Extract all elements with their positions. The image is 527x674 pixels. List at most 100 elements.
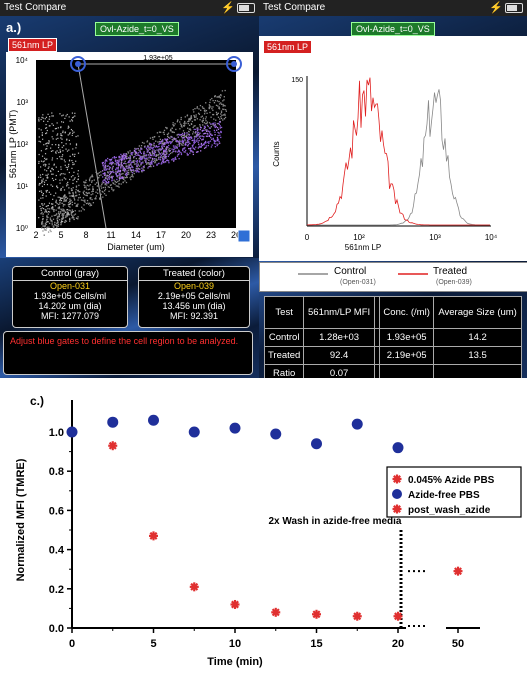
control-event-dot [198,108,200,110]
debris-event-dot [64,173,66,175]
control-event-dot [57,222,59,224]
treated-event-dot [145,155,148,157]
treated-event-dot [120,163,122,165]
control-event-dot [102,186,105,189]
control-event-dot [187,133,190,135]
treated-event-dot [193,147,195,150]
control-event-dot [95,195,97,197]
treated-event-dot [116,178,118,181]
control-event-dot [76,205,78,208]
control-event-dot [133,170,135,172]
control-event-dot [154,161,157,163]
control-event-dot [102,196,104,198]
control-event-dot [179,128,181,130]
treated-info-box: Treated (color) Open-039 2.19e+05 Cells/… [138,266,250,328]
treated-event-dot [150,143,152,145]
treated-event-dot [157,146,159,148]
debris-event-dot [50,193,52,195]
debris-event-dot [68,171,70,174]
treated-event-dot [151,157,154,160]
control-event-dot [178,141,180,143]
treated-event-dot [148,159,150,161]
right-channel-tag[interactable]: 561nm LP [263,40,313,54]
scatter-plot-background [36,60,236,228]
treated-event-dot [138,168,140,170]
treated-event-dot [150,145,152,147]
control-event-dot [180,125,182,127]
treated-event-dot [160,148,163,150]
treated-event-dot [121,158,123,161]
control-event-dot [182,142,184,144]
treated-event-dot [148,165,150,168]
treated-event-dot [214,122,216,124]
control-event-dot [84,201,86,203]
debris-event-dot [42,164,45,166]
stats-cell: 2.19e+05 [379,346,435,365]
control-event-dot [220,113,222,115]
treated-event-dot [193,141,195,143]
control-event-dot [82,197,85,199]
control-event-dot [98,175,101,177]
treated-event-dot [189,152,191,154]
control-event-dot [58,196,60,198]
control-event-dot [89,198,92,200]
treated-event-dot [210,146,213,148]
c-y-tick-label: 0.6 [49,505,64,517]
control-event-dot [162,141,164,143]
instruction-message: Adjust blue gates to define the cell reg… [3,331,253,375]
scatter-y-tick: 10⁰ [16,224,28,233]
treated-event-dot [131,152,133,154]
control-event-dot [174,123,176,125]
treated-event-dot [193,128,195,131]
control-event-dot [57,223,60,226]
debris-event-dot [50,203,53,205]
treated-event-dot [214,126,216,128]
control-event-dot [63,197,65,199]
debris-event-dot [45,127,48,129]
treated-event-dot [192,139,194,141]
table-row: Treated 92.4 2.19e+05 13.5 [263,346,522,365]
treated-event-dot [139,155,141,157]
control-event-dot [154,160,156,162]
treated-event-dot [135,170,137,172]
treated-event-dot [197,150,199,153]
debris-event-dot [65,143,67,145]
treated-event-dot [103,167,105,169]
control-event-dot [129,167,131,169]
control-event-dot [70,189,73,192]
debris-event-dot [52,115,54,117]
control-event-dot [165,147,167,150]
control-event-dot [96,172,98,174]
debris-event-dot [67,125,70,127]
debris-event-dot [51,177,54,180]
treated-event-dot [117,174,119,177]
control-event-dot [126,155,128,158]
control-event-dot [165,126,167,129]
treated-event-dot [216,138,219,141]
control-event-dot [87,188,89,191]
debris-event-dot [51,157,54,159]
debris-event-dot [69,132,71,134]
treated-event-dot [153,154,156,156]
treated-event-dot [187,141,190,143]
debris-event-dot [59,156,61,158]
treated-event-dot [151,151,154,153]
density-scatter-plot[interactable]: 1.93e+052 5 8 11 14 17 20 23 2610⁰10¹10²10³10⁴Di… [6,52,253,257]
debris-event-dot [47,113,49,115]
treated-event-dot [139,161,141,163]
control-event-dot [62,216,64,218]
treated-event-dot [162,156,164,158]
control-event-dot [130,171,132,173]
power-plug-icon: ⚡ [489,2,503,14]
treated-event-dot [135,148,137,150]
control-event-dot [53,227,55,229]
left-channel-tag[interactable]: 561nm LP [8,38,58,52]
control-event-dot [176,119,179,121]
treated-event-dot [133,149,136,152]
control-event-dot [45,229,47,231]
debris-event-dot [57,170,60,173]
treated-event-dot [106,160,108,162]
treated-event-dot [147,167,149,169]
debris-event-dot [71,195,73,198]
